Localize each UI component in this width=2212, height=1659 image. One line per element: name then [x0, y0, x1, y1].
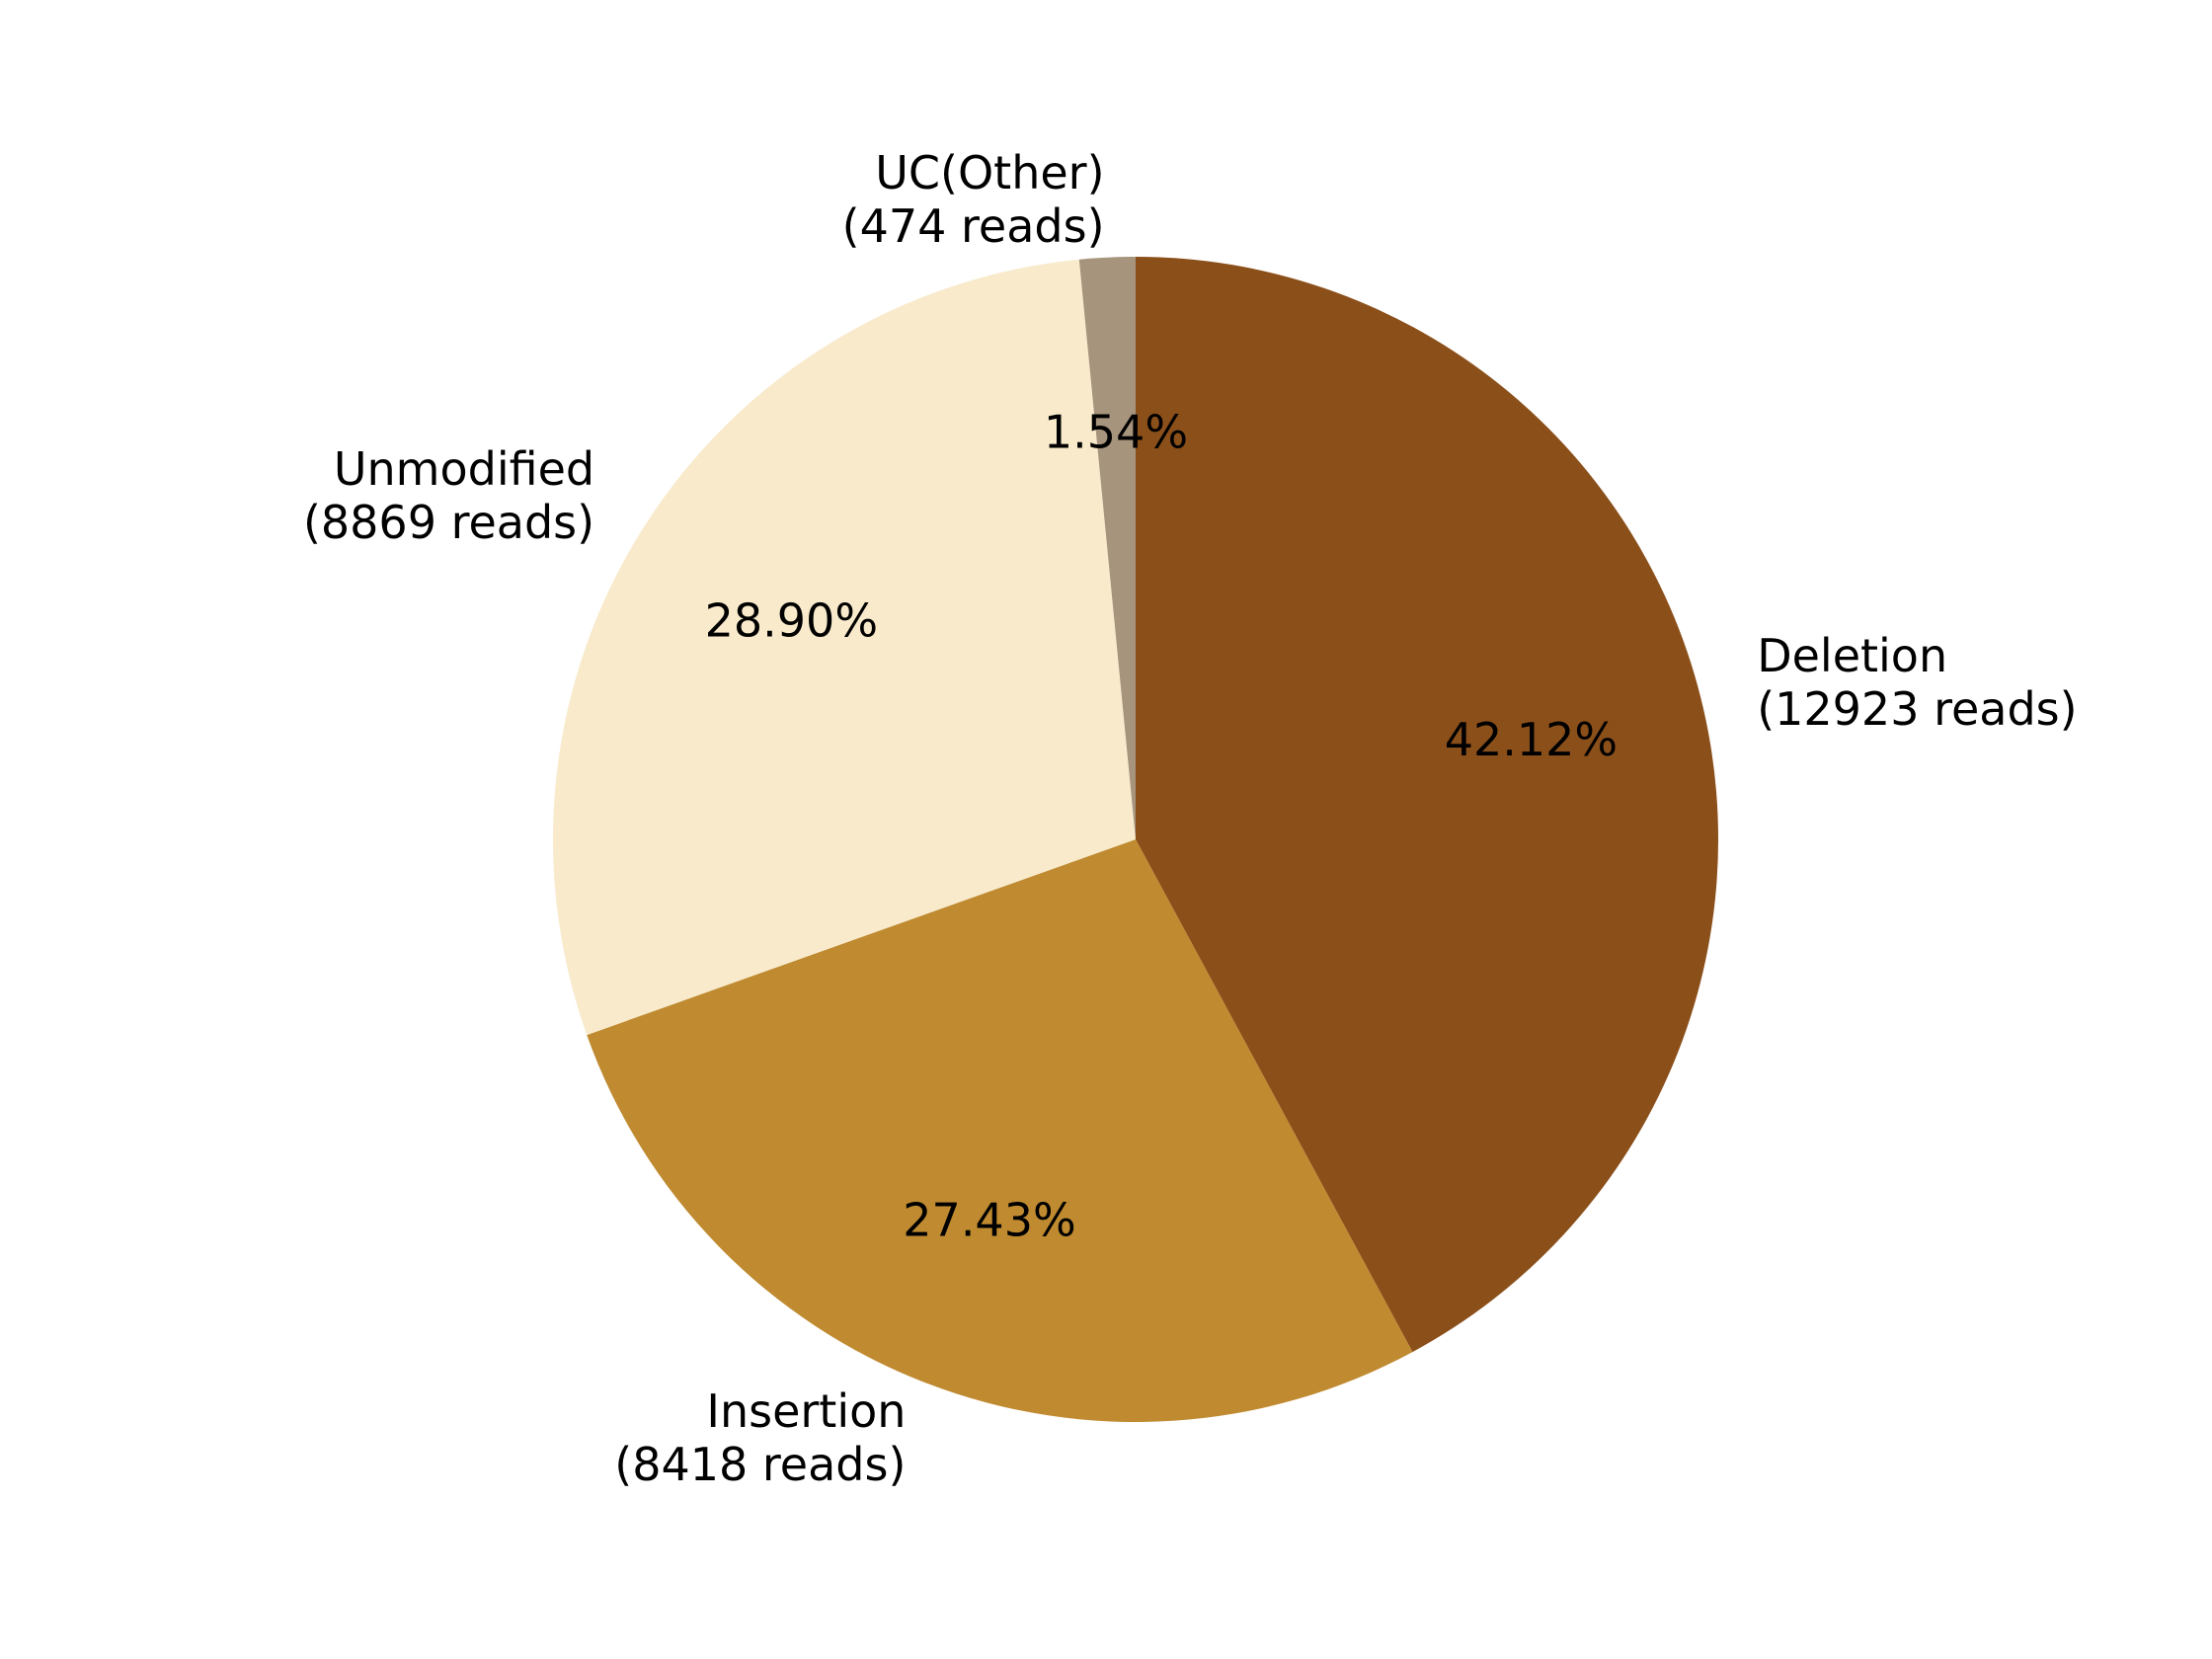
slice-label-unmodified: Unmodified (8869 reads) [303, 442, 594, 549]
slice-label-reads: (474 reads) [842, 199, 1105, 253]
slice-label-name: Insertion [706, 1384, 906, 1438]
slice-label-name: Unmodified [334, 442, 594, 496]
slice-label-name: Deletion [1757, 629, 1947, 682]
pie-slice-deletion [1136, 257, 1718, 1353]
percent-label-deletion: 42.12% [1445, 713, 1618, 766]
slice-label-reads: (8869 reads) [303, 496, 594, 549]
pie-slice-insertion [587, 839, 1413, 1422]
slice-label-uc-other: UC(Other) (474 reads) [842, 146, 1105, 253]
pie-slice-unmodified [552, 259, 1136, 1036]
percent-label-unmodified: 28.90% [705, 594, 878, 648]
pie-labels: 42.12% Deletion (12923 reads) 27.43% Inserti… [303, 146, 2078, 1491]
pie-slice-uc-other [1078, 257, 1136, 839]
percent-label-insertion: 27.43% [903, 1194, 1075, 1247]
slice-label-name: UC(Other) [875, 146, 1104, 199]
percent-label-uc-other: 1.54% [1044, 405, 1188, 458]
slice-label-insertion: Insertion (8418 reads) [614, 1384, 906, 1491]
pie-slices [552, 257, 1718, 1422]
slice-label-reads: (12923 reads) [1757, 682, 2077, 736]
slice-label-reads: (8418 reads) [614, 1438, 906, 1491]
slice-label-deletion: Deletion (12923 reads) [1757, 629, 2077, 736]
